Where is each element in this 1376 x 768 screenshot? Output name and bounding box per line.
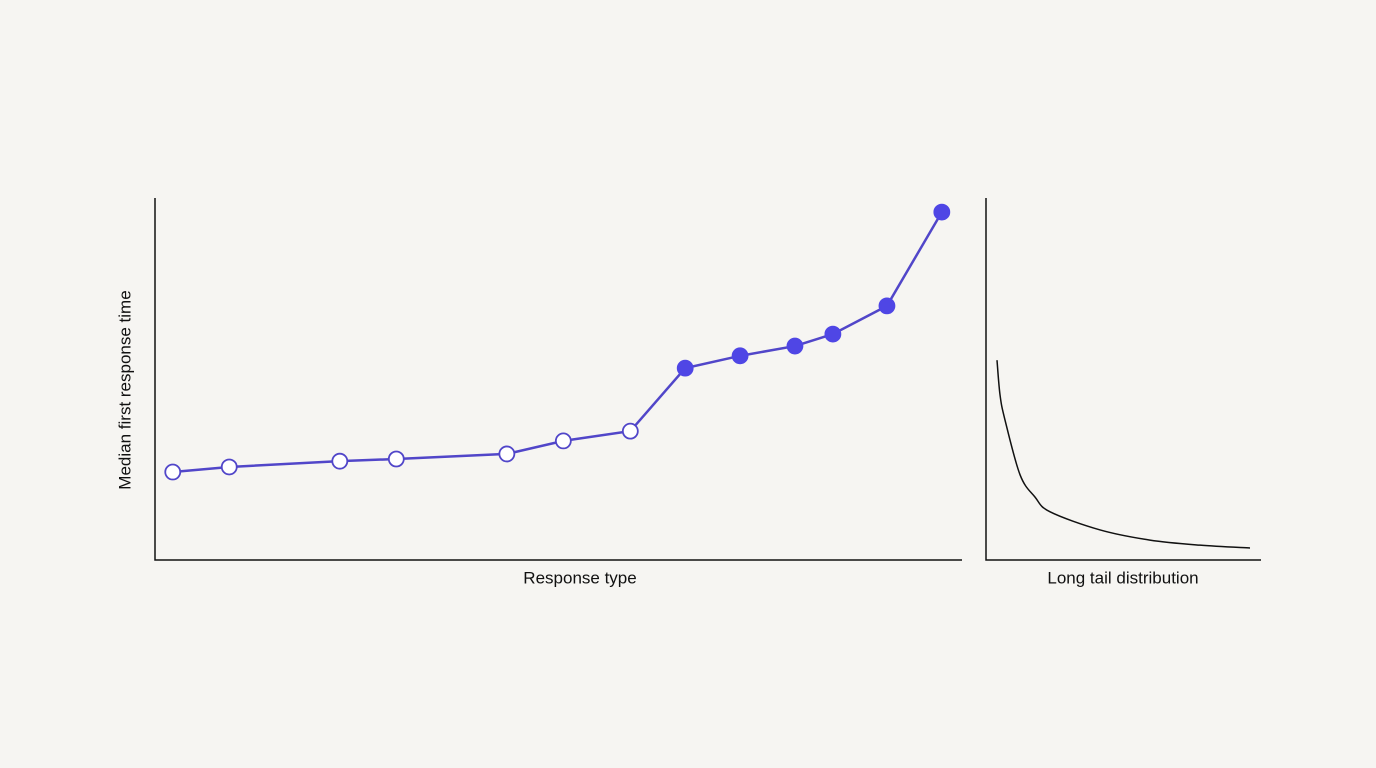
axes <box>985 198 1261 561</box>
data-point <box>878 297 896 315</box>
line <box>172 211 943 474</box>
data-point <box>387 450 405 468</box>
data-point <box>933 203 951 221</box>
data-point <box>786 337 804 355</box>
data-point <box>220 458 238 476</box>
data-point <box>331 452 349 470</box>
y-axis-label: Median first response time <box>115 290 134 489</box>
data-point <box>621 422 639 440</box>
data-point <box>731 347 749 365</box>
data-point <box>824 325 842 343</box>
x-axis-label: Long tail distribution <box>1047 568 1198 587</box>
data-point <box>498 445 516 463</box>
data-point <box>554 432 572 450</box>
axes <box>154 198 962 561</box>
x-axis-label: Response type <box>523 568 636 587</box>
curve <box>996 360 1251 549</box>
data-point <box>676 359 694 377</box>
data-point <box>164 463 182 481</box>
